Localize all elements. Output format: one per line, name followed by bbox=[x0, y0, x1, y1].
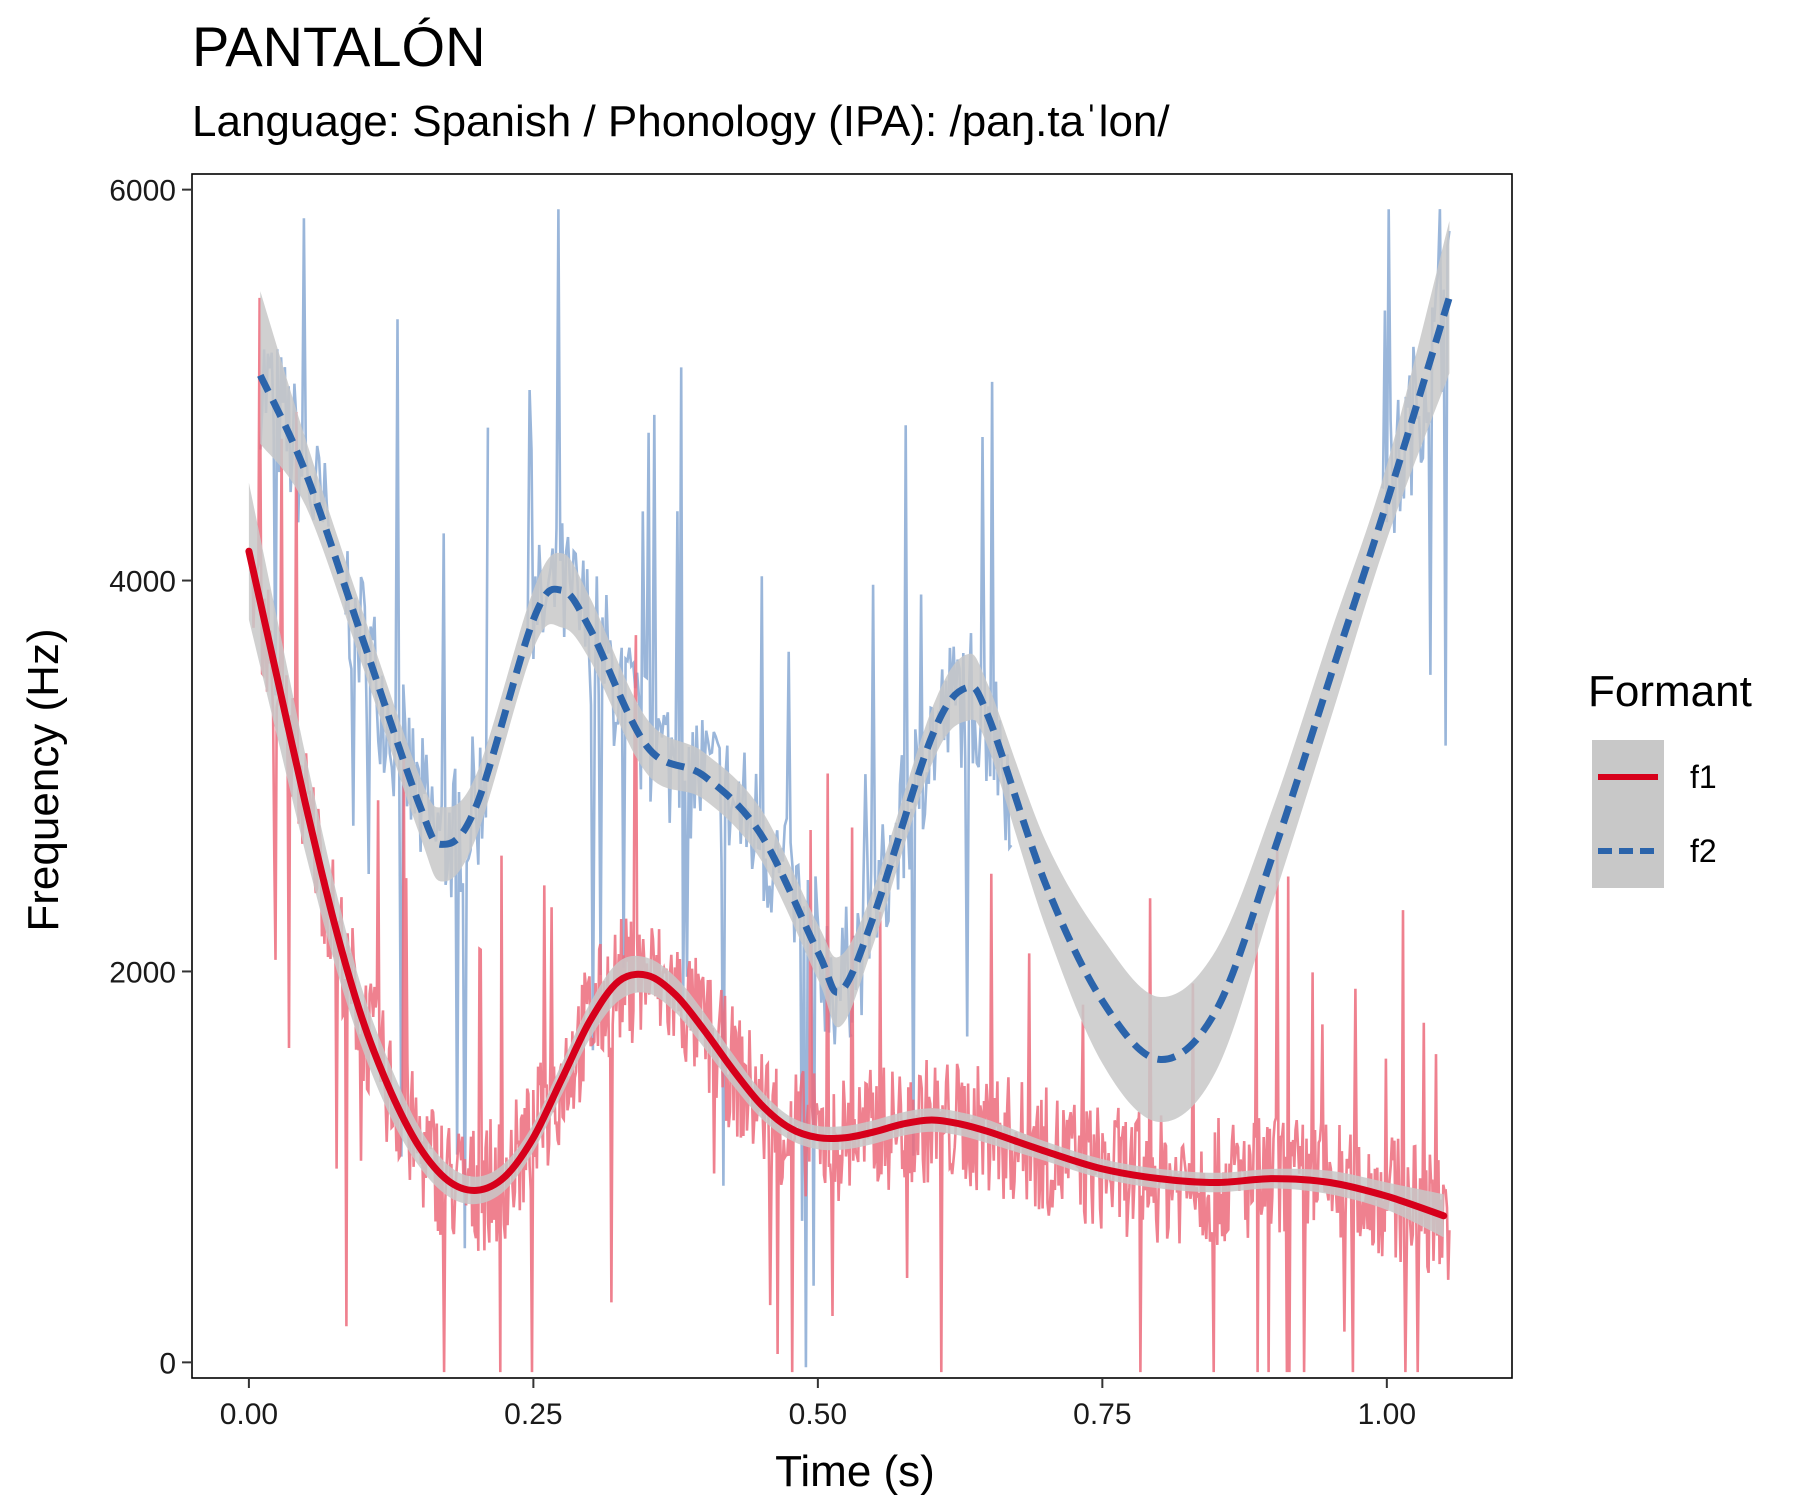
raw-trace-f2 bbox=[259, 209, 1451, 1368]
plot-panel bbox=[191, 173, 1513, 1379]
x-axis-label: Time (s) bbox=[775, 1447, 935, 1496]
chart-title: PANTALÓN bbox=[192, 15, 486, 78]
y-axis: 0 2000 4000 6000 bbox=[109, 175, 192, 1380]
x-tick-label: 0.00 bbox=[220, 1398, 278, 1431]
x-tick-label: 0.75 bbox=[1073, 1398, 1131, 1431]
legend: Formant f1 f2 bbox=[1588, 667, 1752, 888]
y-tick-label: 2000 bbox=[109, 956, 176, 989]
y-tick-label: 0 bbox=[159, 1347, 176, 1380]
x-tick-label: 0.50 bbox=[789, 1398, 847, 1431]
line-f1 bbox=[245, 547, 1448, 1220]
legend-title: Formant bbox=[1588, 667, 1752, 716]
x-tick-label: 1.00 bbox=[1358, 1398, 1416, 1431]
y-axis-label: Frequency (Hz) bbox=[19, 628, 68, 931]
smooth-lines bbox=[245, 296, 1453, 1220]
x-tick-label: 0.25 bbox=[504, 1398, 562, 1431]
y-tick-label: 4000 bbox=[109, 566, 176, 599]
chart-subtitle: Language: Spanish / Phonology (IPA): /pa… bbox=[192, 97, 1170, 146]
x-axis: 0.00 0.25 0.50 0.75 1.00 bbox=[220, 1378, 1416, 1431]
legend-label-f2: f2 bbox=[1690, 833, 1717, 869]
y-tick-label: 6000 bbox=[109, 175, 176, 208]
legend-label-f1: f1 bbox=[1690, 759, 1717, 795]
raw-measurements bbox=[251, 209, 1451, 1373]
band-f2 bbox=[260, 220, 1450, 1123]
line-f2 bbox=[257, 296, 1453, 1063]
confidence-bands bbox=[248, 220, 1450, 1238]
